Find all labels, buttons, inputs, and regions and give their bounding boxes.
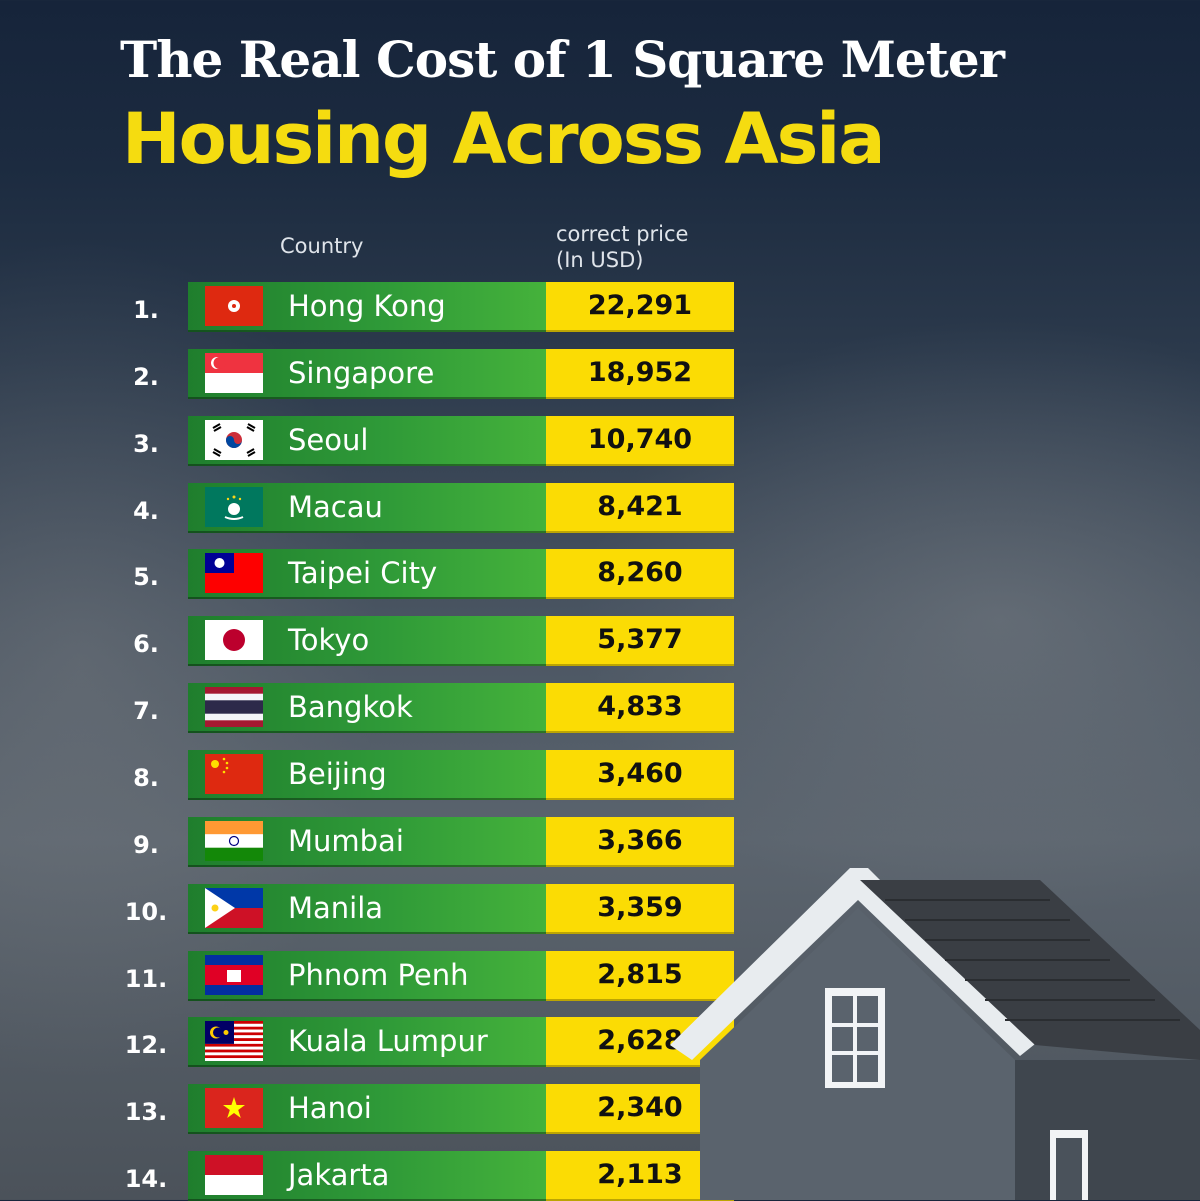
city-name: Macau bbox=[288, 489, 383, 524]
table-row: 13. Hanoi 2,340 bbox=[122, 1084, 734, 1135]
city-name: Jakarta bbox=[288, 1158, 390, 1192]
table-row: 8. Beijing 3,460 bbox=[122, 749, 734, 800]
table-row: 4. Macau 8,421 bbox=[122, 482, 734, 533]
table-row: 11. Phnom Penh 2,815 bbox=[122, 950, 734, 1001]
city-name: Mumbai bbox=[288, 823, 404, 858]
indonesia-flag bbox=[205, 1155, 263, 1195]
country-cell: Manila bbox=[188, 883, 546, 934]
vietnam-flag bbox=[205, 1088, 263, 1129]
table-row: 3. Seoul 10,740 bbox=[122, 415, 734, 466]
rank-label: 1. bbox=[133, 296, 159, 324]
japan-flag bbox=[205, 620, 263, 661]
table-row: 2. Singapore 18,952 bbox=[122, 348, 734, 399]
table-row: 12. Kuala Lumpur 2,628 bbox=[122, 1017, 734, 1068]
country-cell: Taipei City bbox=[188, 549, 546, 600]
price-value: 8,421 bbox=[546, 482, 734, 533]
rank-label: 10. bbox=[124, 897, 168, 926]
country-cell: Beijing bbox=[188, 749, 546, 800]
malaysia-flag bbox=[205, 1021, 263, 1062]
city-name: Hong Kong bbox=[288, 289, 446, 323]
city-name: Beijing bbox=[288, 756, 387, 791]
city-name: Hanoi bbox=[288, 1091, 372, 1126]
price-value: 5,377 bbox=[546, 616, 734, 667]
china-flag bbox=[205, 753, 263, 794]
price-value: 10,740 bbox=[546, 415, 734, 466]
price-header-line2: (In USD) bbox=[556, 248, 644, 272]
rank-label: 6. bbox=[133, 630, 159, 659]
singapore-flag bbox=[205, 352, 263, 393]
price-value: 8,260 bbox=[546, 549, 734, 600]
price-value: 3,359 bbox=[546, 883, 734, 934]
price-value: 18,952 bbox=[546, 348, 734, 399]
country-cell: Mumbai bbox=[188, 816, 546, 867]
country-cell: Bangkok bbox=[188, 683, 546, 734]
hong-kong-flag bbox=[205, 286, 263, 326]
price-value: 4,833 bbox=[546, 683, 734, 734]
price-value: 3,366 bbox=[546, 816, 734, 867]
country-cell: Kuala Lumpur bbox=[188, 1017, 546, 1068]
price-column-header: correct price (In USD) bbox=[556, 221, 688, 273]
table-row: 6. Tokyo 5,377 bbox=[122, 616, 734, 667]
country-cell: Hanoi bbox=[188, 1084, 546, 1135]
price-value: 3,460 bbox=[546, 749, 734, 800]
country-cell: Tokyo bbox=[188, 616, 546, 667]
rank-label: 11. bbox=[124, 964, 168, 993]
taiwan-flag bbox=[205, 553, 263, 594]
table-row: 10. Manila 3,359 bbox=[122, 883, 734, 934]
south-korea-flag bbox=[205, 419, 263, 460]
india-flag bbox=[205, 820, 263, 861]
country-column-header: Country bbox=[280, 234, 364, 258]
table-row: 9. Mumbai 3,366 bbox=[122, 816, 734, 867]
rank-label: 13. bbox=[124, 1098, 168, 1127]
rank-label: 5. bbox=[133, 563, 159, 592]
rank-label: 9. bbox=[133, 830, 159, 859]
macau-flag bbox=[205, 486, 263, 527]
country-cell: Seoul bbox=[188, 415, 546, 466]
city-name: Tokyo bbox=[288, 623, 370, 658]
price-value: 2,815 bbox=[546, 950, 734, 1001]
page-subtitle: Housing Across Asia bbox=[122, 98, 886, 180]
city-name: Taipei City bbox=[288, 556, 438, 591]
country-cell: Hong Kong bbox=[188, 282, 546, 332]
page-title: The Real Cost of 1 Square Meter bbox=[120, 30, 1005, 89]
table-row: 1. Hong Kong 22,291 bbox=[122, 282, 734, 332]
rank-label: 7. bbox=[133, 697, 159, 726]
city-name: Manila bbox=[288, 890, 384, 925]
country-cell: Jakarta bbox=[188, 1151, 546, 1201]
rank-label: 4. bbox=[133, 496, 159, 525]
country-cell: Phnom Penh bbox=[188, 950, 546, 1001]
city-name: Seoul bbox=[288, 422, 369, 457]
table-row: 7. Bangkok 4,833 bbox=[122, 683, 734, 734]
rank-label: 8. bbox=[133, 763, 159, 792]
country-cell: Macau bbox=[188, 482, 546, 533]
rank-label: 3. bbox=[133, 429, 159, 458]
philippines-flag bbox=[205, 887, 263, 928]
rank-label: 2. bbox=[133, 362, 159, 391]
price-header-line1: correct price bbox=[556, 222, 689, 246]
table-row: 14. Jakarta 2,113 bbox=[122, 1151, 734, 1201]
price-value: 22,291 bbox=[546, 282, 734, 332]
city-name: Phnom Penh bbox=[288, 957, 469, 992]
table-row: 5. Taipei City 8,260 bbox=[122, 549, 734, 600]
country-cell: Singapore bbox=[188, 348, 546, 399]
city-name: Kuala Lumpur bbox=[288, 1024, 488, 1059]
rank-label: 12. bbox=[124, 1031, 168, 1060]
city-name: Singapore bbox=[288, 355, 435, 390]
thailand-flag bbox=[205, 687, 263, 728]
house-model-illustration bbox=[670, 868, 1200, 1200]
rank-label: 14. bbox=[124, 1165, 168, 1193]
cambodia-flag bbox=[205, 954, 263, 995]
city-name: Bangkok bbox=[288, 690, 413, 725]
